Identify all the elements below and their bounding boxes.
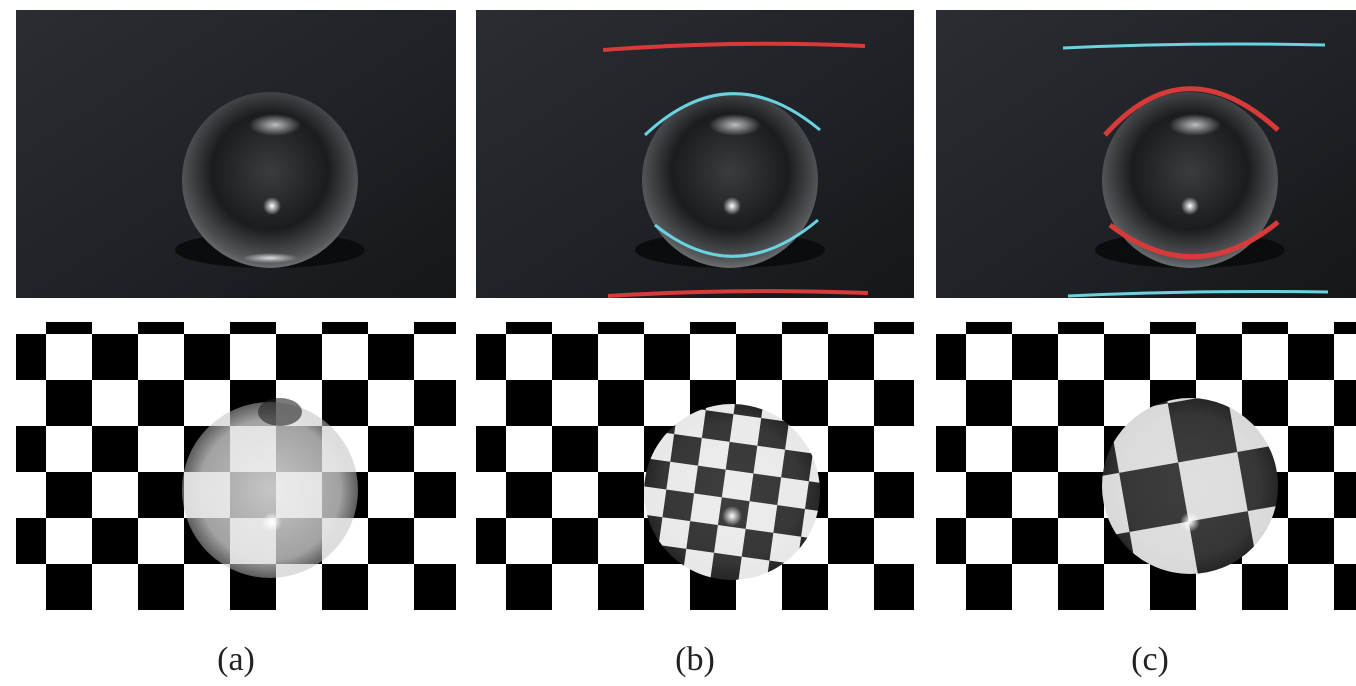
figure: (a) (b) (c) — [0, 0, 1356, 686]
caption: (b) — [675, 641, 715, 678]
panel-b-top — [476, 10, 914, 298]
panel-a-top — [16, 10, 456, 298]
panel-c-bottom — [936, 322, 1356, 610]
caption: (a) — [217, 641, 255, 678]
panel-b-bottom — [476, 322, 914, 610]
panel-c-top — [936, 10, 1356, 298]
panel-a-bottom — [16, 322, 456, 610]
caption: (c) — [1131, 641, 1169, 678]
page: (a) (b) (c) (() => { const data = JSON.p… — [0, 0, 1356, 686]
